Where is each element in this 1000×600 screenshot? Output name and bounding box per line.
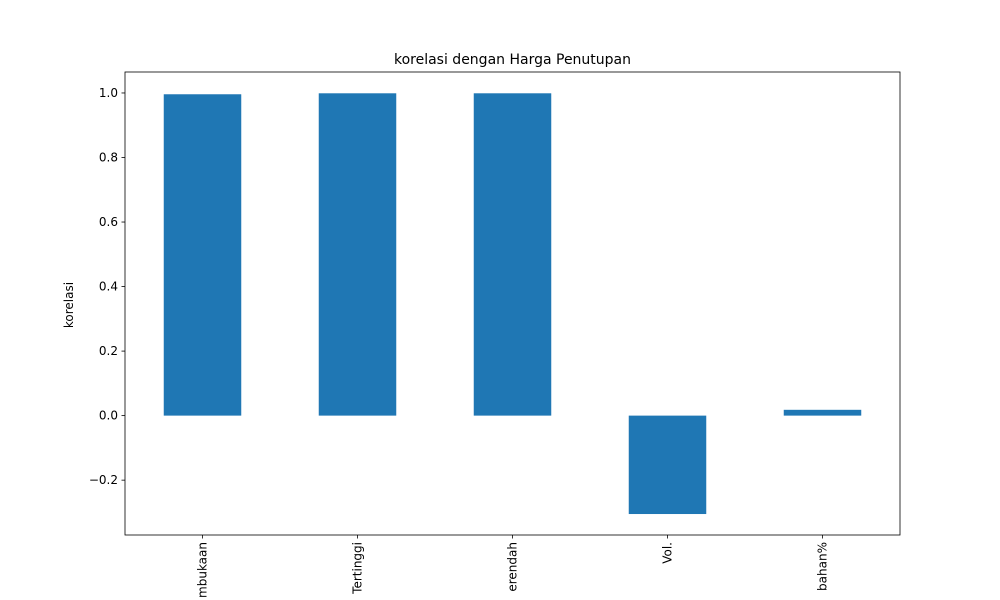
bar-tertinggi — [318, 93, 397, 416]
y-tick-label: 0.0 — [99, 409, 118, 423]
bar-perubahan — [783, 409, 862, 416]
x-tick-label: Tertinggi — [351, 542, 365, 595]
x-tick-label: mbukaan — [196, 542, 210, 598]
bar-pembukaan — [163, 94, 242, 416]
bar-terendah — [473, 93, 552, 416]
bar-vol — [628, 415, 707, 515]
plot-area: −0.2 0.0 0.2 0.4 0.6 0.8 1.0 mbukaan Tertinggi er… — [89, 71, 901, 598]
y-tick-label: 0.4 — [99, 280, 118, 294]
y-tick-label: −0.2 — [89, 473, 118, 487]
y-tick-label: 0.2 — [99, 344, 118, 358]
x-tick-label: bahan% — [816, 542, 830, 591]
y-tick-label: 0.6 — [99, 215, 118, 229]
y-tick-label: 1.0 — [99, 86, 118, 100]
y-tick-label: 0.8 — [99, 151, 118, 165]
x-tick-label: Vol. — [661, 542, 675, 564]
chart-title: korelasi dengan Harga Penutupan — [394, 52, 631, 68]
y-axis-label: korelasi — [62, 282, 76, 328]
x-tick-label: erendah — [506, 542, 520, 592]
